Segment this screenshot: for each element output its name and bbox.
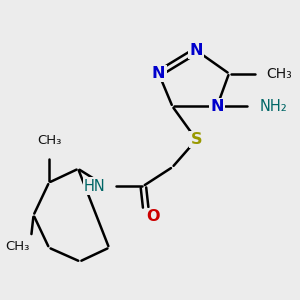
Text: CH₃: CH₃ [6,239,30,253]
Text: N: N [152,66,166,81]
Text: N: N [210,99,224,114]
Text: HN: HN [84,178,106,194]
Text: NH₂: NH₂ [260,99,288,114]
Text: S: S [191,132,202,147]
Text: CH₃: CH₃ [37,134,61,147]
Text: O: O [147,209,160,224]
Text: CH₃: CH₃ [267,67,292,80]
Text: N: N [190,43,203,58]
